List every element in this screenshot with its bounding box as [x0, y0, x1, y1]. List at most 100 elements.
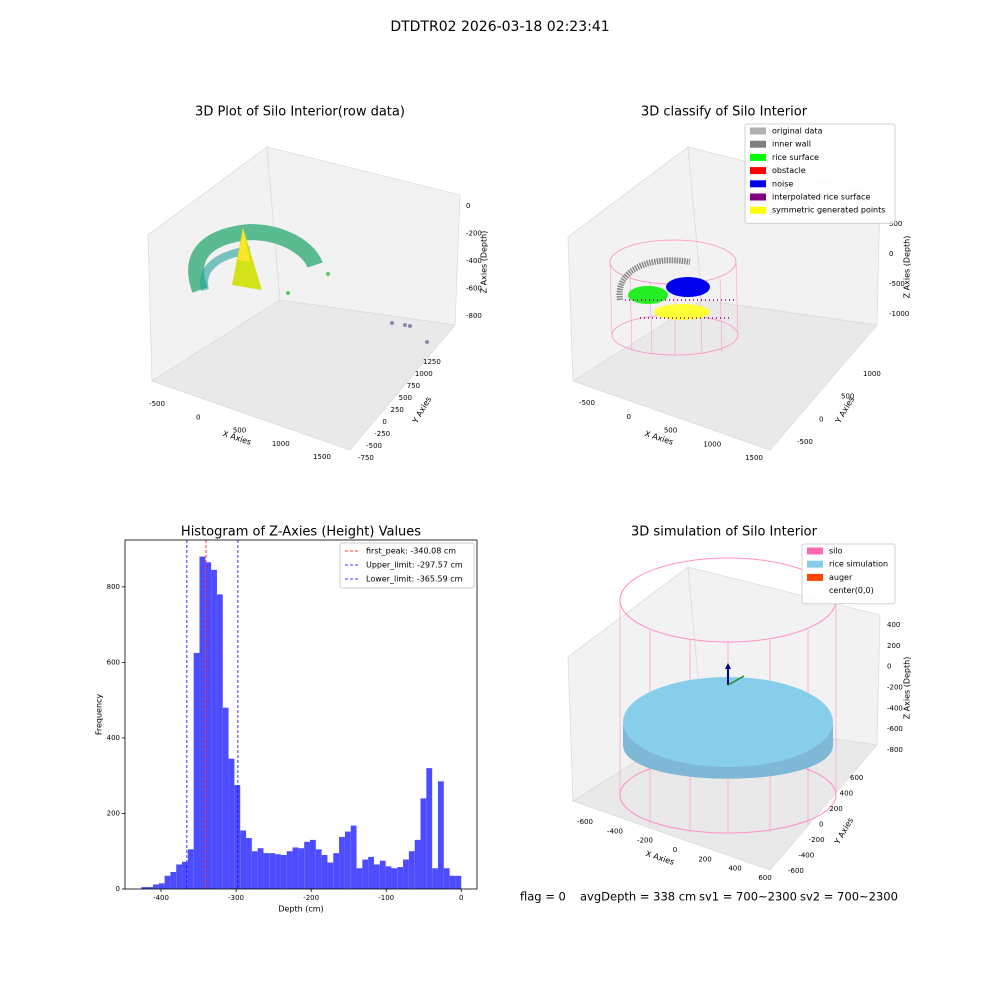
- legend-box: [339, 542, 475, 589]
- bar: [391, 868, 398, 889]
- y-tick-label: 500: [841, 393, 854, 401]
- x-tick-label: -100: [378, 894, 394, 902]
- bar: [141, 887, 148, 889]
- y-tick-label: 0: [382, 418, 386, 426]
- x-tick-label: 500: [664, 427, 677, 435]
- x-tick-label: -600: [577, 818, 593, 826]
- status-text: flag = 0: [520, 890, 566, 904]
- legend-label: inner wall: [772, 140, 811, 149]
- bar: [298, 848, 305, 889]
- bar: [414, 839, 421, 889]
- legend-label: rice surface: [772, 153, 819, 162]
- y-tick-label: 1250: [423, 358, 441, 366]
- x-tick-label: 1000: [272, 440, 290, 448]
- bar: [356, 868, 363, 889]
- bar: [403, 859, 409, 889]
- bar: [286, 851, 293, 889]
- x-tick-label: 1500: [745, 454, 763, 462]
- bar: [280, 855, 287, 889]
- bar: [199, 556, 206, 889]
- x-tick-label: -500: [579, 399, 595, 407]
- y-tick-label: 1000: [863, 370, 881, 378]
- z-tick-label: 500: [889, 220, 902, 228]
- z-tick-label: -400: [887, 704, 903, 712]
- legend-label: interpolated rice surface: [772, 193, 870, 202]
- legend-swatch: [750, 193, 766, 201]
- bar: [443, 868, 450, 889]
- legend-swatch: [750, 180, 766, 188]
- y-tick-label: -500: [366, 442, 382, 450]
- bar: [292, 847, 299, 889]
- legend-swatch: [807, 573, 823, 581]
- x-tick-label: 1500: [313, 453, 331, 461]
- bar: [315, 849, 322, 889]
- legend-swatch: [750, 140, 766, 148]
- x-tick-label: -300: [228, 894, 244, 902]
- bar: [193, 652, 200, 889]
- bar: [304, 841, 311, 889]
- z-tick-label: -400: [466, 257, 482, 265]
- y-tick-label: 0: [116, 885, 120, 893]
- bar: [228, 758, 235, 889]
- bar: [408, 851, 415, 889]
- z-axis-label: Z Axies (Depth): [480, 231, 489, 294]
- x-tick-label: 400: [728, 865, 741, 873]
- legend-label: center(0,0): [829, 586, 874, 595]
- bar: [164, 875, 171, 889]
- y-axis-label: Y Axies: [832, 816, 855, 846]
- y-tick-label: -750: [358, 454, 374, 462]
- y-axis-label: Frequency: [95, 694, 104, 736]
- z-tick-label: -800: [466, 312, 482, 320]
- bar: [437, 781, 444, 889]
- bar: [449, 875, 456, 889]
- legend-swatch: [750, 167, 766, 175]
- bar: [397, 867, 404, 889]
- z-axis-label: Z Axies (Depth): [903, 236, 912, 299]
- bar: [147, 887, 153, 889]
- z-tick-label: -200: [887, 684, 903, 692]
- bar: [170, 872, 177, 889]
- plot-frame: [124, 539, 478, 890]
- bar: [426, 768, 433, 889]
- bar: [257, 848, 264, 889]
- suptitle: DTDTR02 2026-03-18 02:23:41: [390, 19, 609, 35]
- y-tick-label: -500: [797, 438, 813, 446]
- legend-label: symmetric generated points: [772, 206, 885, 215]
- bar: [269, 853, 276, 889]
- y-tick-label: 200: [829, 805, 842, 813]
- legend-box: [744, 123, 896, 224]
- axes-3d-4: [567, 557, 881, 871]
- x-tick-label: 500: [233, 427, 246, 435]
- z-tick-label: 200: [887, 642, 900, 650]
- bar: [158, 883, 165, 889]
- chart-title: 3D simulation of Silo Interior: [631, 525, 818, 540]
- bar: [420, 798, 427, 889]
- z-tick-label: -600: [887, 725, 903, 733]
- legend-box: [801, 543, 896, 605]
- bar: [205, 562, 212, 889]
- legend-label: rice simulation: [829, 560, 888, 569]
- y-tick-label: 750: [407, 382, 420, 390]
- bar: [333, 853, 340, 889]
- legend-label: auger: [829, 573, 853, 582]
- z-tick-label: 0: [887, 663, 891, 671]
- y-tick-label: 200: [107, 809, 120, 817]
- chart-title: 3D Plot of Silo Interior(row data): [195, 105, 405, 120]
- legend-swatch: [750, 206, 766, 214]
- y-tick-label: 400: [840, 790, 853, 798]
- bar: [275, 854, 281, 889]
- legend-swatch: [807, 587, 823, 595]
- bar: [385, 866, 392, 889]
- legend-label: first_peak: -340.08 cm: [366, 547, 456, 556]
- y-tick-label: 500: [399, 394, 412, 402]
- z-tick-label: -1000: [889, 310, 909, 318]
- x-tick-label: -200: [637, 837, 653, 845]
- bar: [379, 860, 386, 889]
- x-tick-label: 0: [627, 413, 631, 421]
- legend-swatch: [750, 153, 766, 161]
- z-tick-label: 0: [466, 202, 470, 210]
- chart-title: 3D classify of Silo Interior: [641, 105, 808, 120]
- z-axis-label: Z Axies (Depth): [903, 657, 912, 720]
- legend-swatch: [750, 127, 766, 135]
- bar: [310, 839, 316, 889]
